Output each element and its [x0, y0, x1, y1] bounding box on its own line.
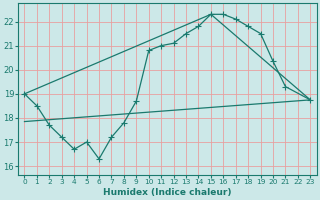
X-axis label: Humidex (Indice chaleur): Humidex (Indice chaleur)	[103, 188, 232, 197]
